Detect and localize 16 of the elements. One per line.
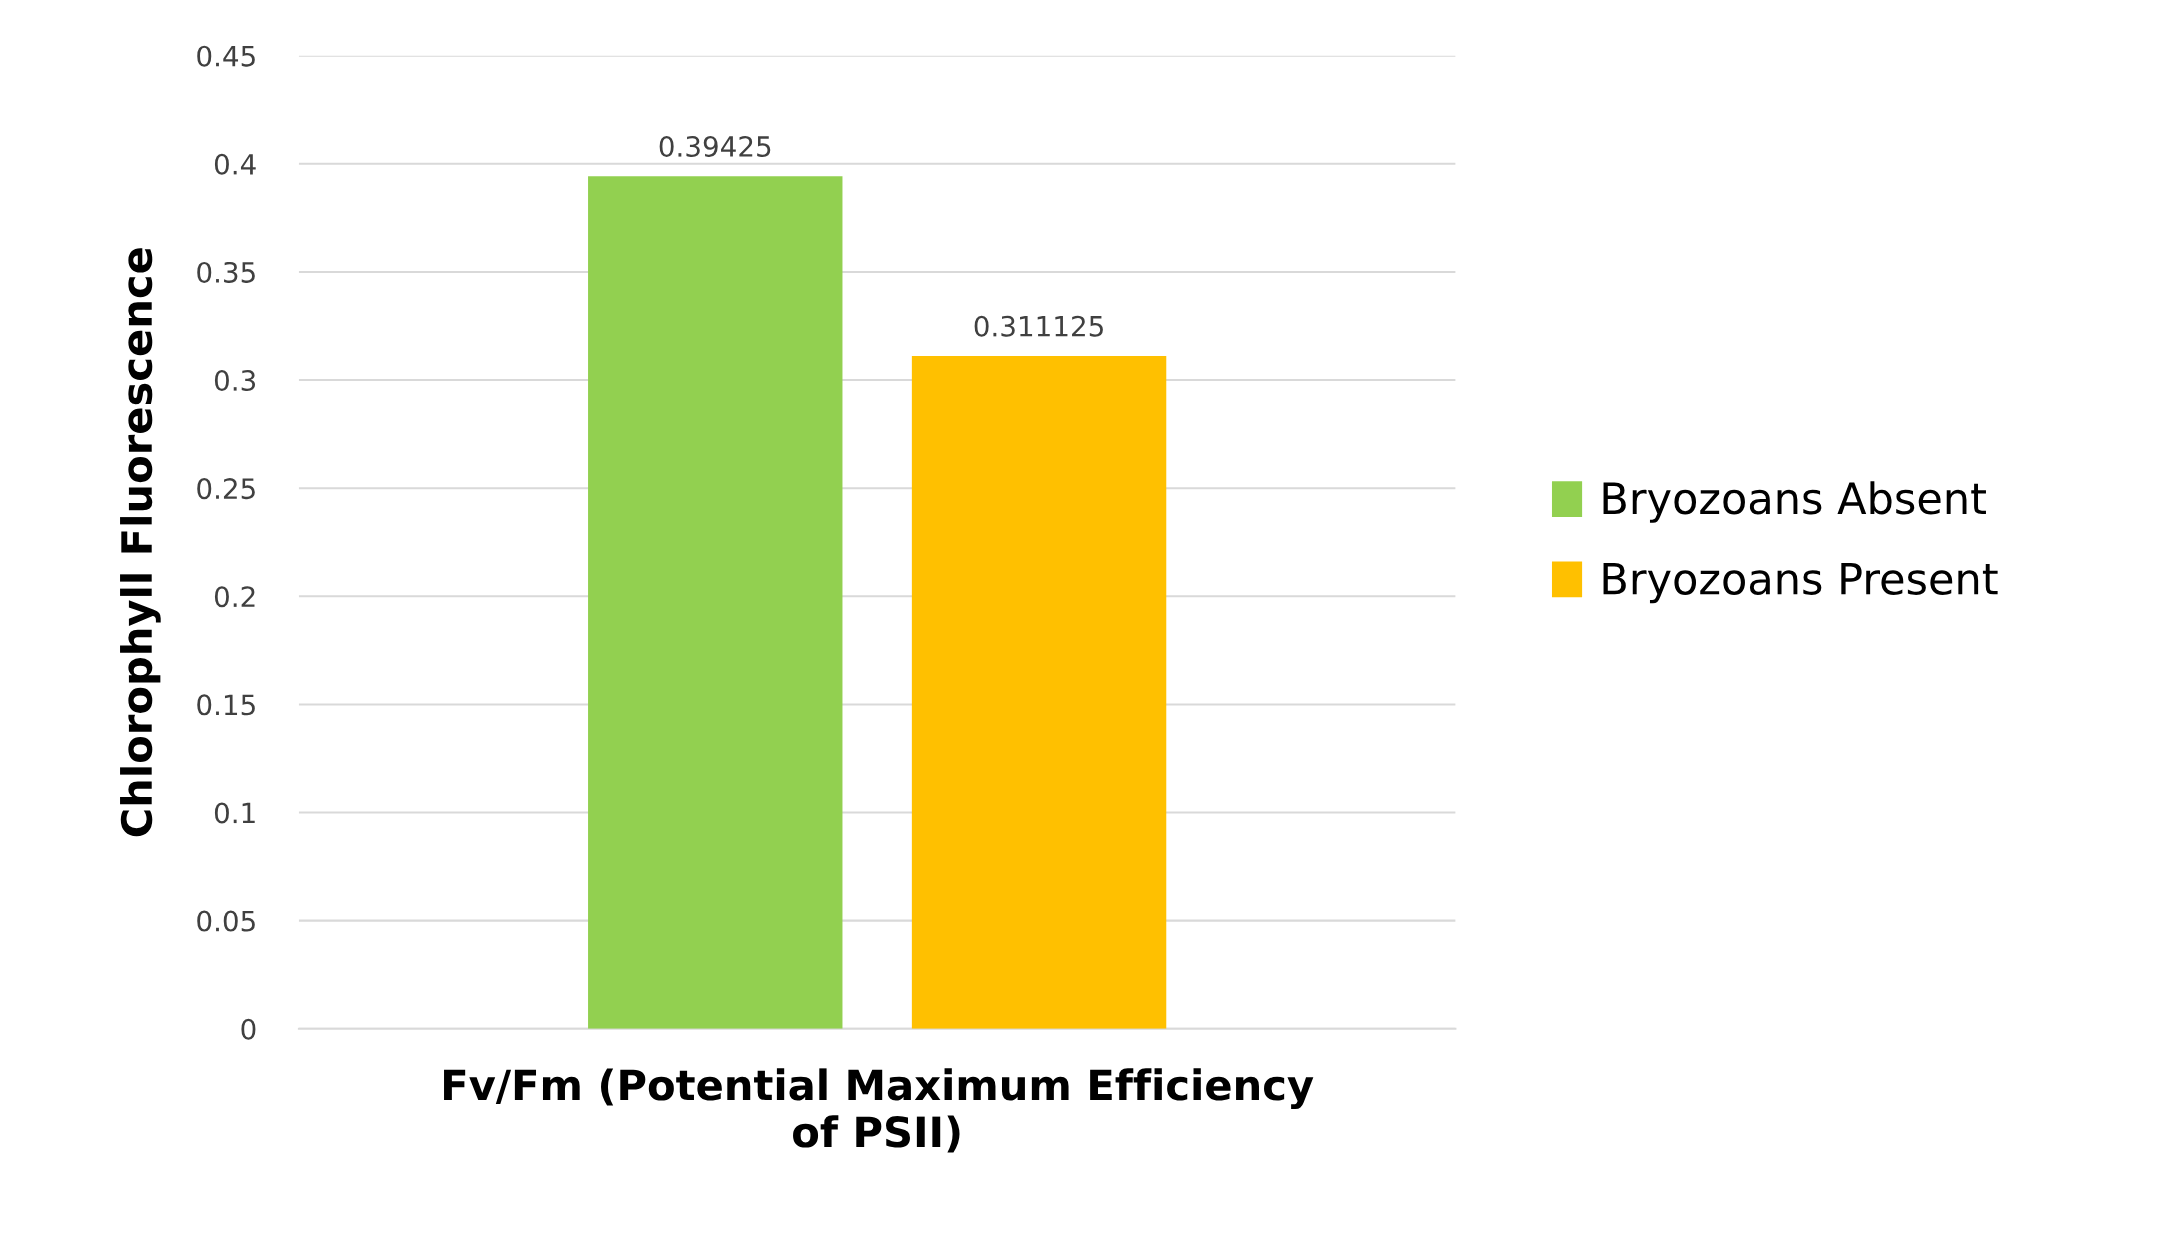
y-tick-label: 0.2 (214, 586, 255, 608)
y-tick-label: 0.15 (197, 694, 255, 716)
y-tick-label: 0.3 (214, 370, 256, 392)
legend-label: Bryozoans Present (1603, 562, 1998, 604)
y-tick-label: 0.45 (197, 45, 255, 67)
legend-label: Bryozoans Absent (1603, 481, 1986, 523)
y-tick-label: 0 (241, 1018, 256, 1040)
data-label: 0.39425 (659, 135, 771, 157)
y-tick-label: 0.25 (197, 478, 255, 500)
y-axis-title: Chlorophyll Fluorescence (120, 248, 161, 837)
data-label: 0.311125 (974, 315, 1103, 337)
y-tick-label: 0.1 (214, 802, 255, 824)
y-tick-label: 0.35 (197, 261, 255, 283)
x-axis-title: Fv/Fm (Potential Maximum Efficiency of PSII) (444, 1068, 1314, 1153)
y-tick-label: 0.4 (214, 153, 256, 175)
y-tick-label: 0.05 (197, 910, 255, 932)
